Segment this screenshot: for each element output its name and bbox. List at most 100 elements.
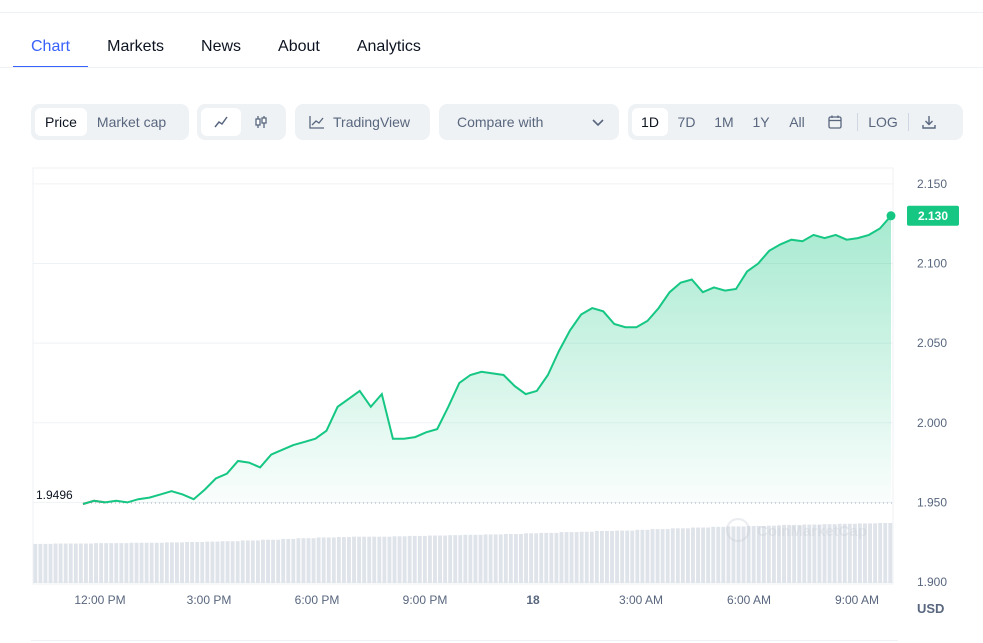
volume-bar [296, 538, 301, 583]
volume-bar [235, 541, 240, 583]
volume-bar [311, 538, 316, 583]
x-tick-label: 3:00 AM [619, 593, 663, 607]
tabs-divider [0, 67, 983, 68]
download-icon [922, 116, 936, 129]
x-axis: 12:00 PM 3:00 PM 6:00 PM 9:00 PM 18 3:00 AM 6:… [74, 593, 879, 607]
tab-analytics[interactable]: Analytics [356, 38, 421, 55]
tab-about[interactable]: About [278, 38, 320, 55]
volume-bar [832, 524, 837, 583]
volume-bar [564, 532, 569, 583]
volume-bar [331, 537, 336, 583]
volume-bar [336, 537, 341, 583]
candlestick-icon [255, 116, 267, 128]
volume-bar [777, 525, 781, 583]
volume-bar [407, 535, 412, 583]
volume-bar [357, 536, 362, 583]
volume-bar [544, 532, 549, 583]
calendar-icon [828, 115, 842, 129]
volume-bar [827, 524, 832, 583]
volume-bar [513, 534, 518, 583]
volume-bar [144, 542, 149, 583]
volume-bar [225, 541, 230, 583]
volume-bar [362, 536, 367, 583]
volume-bar [392, 536, 397, 583]
tradingview-button[interactable]: TradingView [295, 104, 430, 140]
volume-bar [68, 543, 73, 583]
candlestick-button[interactable] [241, 108, 281, 136]
volume-bar [433, 535, 437, 583]
volume-bar [458, 535, 463, 583]
download-button[interactable] [911, 108, 947, 136]
range-1m[interactable]: 1M [714, 114, 734, 130]
tab-news[interactable]: News [201, 38, 242, 55]
plot-frame [32, 167, 894, 585]
volume-bar [427, 535, 432, 583]
volume-bar [787, 524, 792, 583]
y-axis: 2.150 2.100 2.050 2.000 1.950 1.900 [917, 177, 947, 589]
watermark: CoinMarketCap [725, 517, 867, 543]
volume-bar [782, 524, 786, 583]
price-toggle[interactable]: Price [35, 108, 87, 136]
compare-with-dropdown[interactable]: Compare with [439, 104, 619, 140]
volume-bar [468, 534, 473, 583]
volume-bar [180, 542, 184, 583]
volume-bar [139, 542, 144, 583]
volume-bar [549, 532, 554, 583]
volume-bar [792, 524, 797, 583]
x-tick-label: 9:00 AM [835, 593, 879, 607]
price-chart[interactable]: CoinMarketCap 2.150 2.100 2.050 2.000 1.950 1… [31, 166, 966, 616]
volume-bar [599, 530, 604, 583]
volume-bar [640, 529, 645, 583]
volume-bar [83, 543, 88, 583]
volume-bar [99, 543, 104, 583]
volume-bar [89, 543, 93, 583]
price-line [82, 215, 892, 505]
watermark-text: CoinMarketCap [757, 523, 867, 540]
range-switch: 1D 7D 1M 1Y All LOG [628, 104, 963, 140]
volume-bar [625, 530, 630, 583]
x-tick-label: 3:00 PM [187, 593, 232, 607]
tab-markets[interactable]: Markets [107, 38, 165, 55]
volume-bar [200, 542, 205, 583]
range-7d[interactable]: 7D [677, 114, 696, 130]
volume-bar [706, 527, 711, 583]
volume-bar [554, 532, 559, 583]
volume-bar [488, 534, 493, 583]
volume-bar [53, 543, 58, 583]
chart-style-switch [197, 104, 286, 140]
range-1d[interactable]: 1D [632, 108, 668, 136]
market-cap-toggle[interactable]: Market cap [96, 114, 167, 130]
y-tick-label: 2.050 [917, 336, 947, 350]
top-divider [0, 12, 983, 13]
y-tick-label: 2.000 [917, 416, 947, 430]
volume-bar [594, 530, 599, 583]
volume-bar [169, 542, 174, 583]
volume-bar [73, 543, 78, 583]
date-range-button[interactable] [815, 108, 855, 136]
log-scale-toggle[interactable]: LOG [868, 114, 898, 130]
range-1y[interactable]: 1Y [752, 114, 770, 130]
volume-bar [852, 523, 857, 583]
volume-bar [185, 542, 190, 583]
volume-bar [559, 532, 564, 583]
volume-bar [751, 526, 756, 583]
volume-bar [417, 535, 422, 583]
volume-bar [630, 530, 635, 583]
volume-bar [412, 535, 417, 583]
line-chart-button[interactable] [201, 108, 241, 136]
volume-bar [574, 532, 579, 583]
volume-bar [878, 523, 883, 583]
volume-bar [503, 534, 508, 583]
tradingview-label: TradingView [333, 114, 411, 130]
compare-with-label: Compare with [457, 114, 544, 130]
volume-bar [261, 539, 265, 583]
volume-bar [812, 524, 817, 583]
range-all[interactable]: All [789, 114, 805, 130]
volume-bar [716, 526, 721, 583]
volume-bar [306, 538, 311, 583]
volume-bar [731, 526, 736, 583]
volume-bar [38, 543, 43, 583]
y-tick-label: 2.150 [917, 177, 947, 191]
tab-chart[interactable]: Chart [12, 30, 89, 68]
volume-bar [326, 537, 331, 583]
